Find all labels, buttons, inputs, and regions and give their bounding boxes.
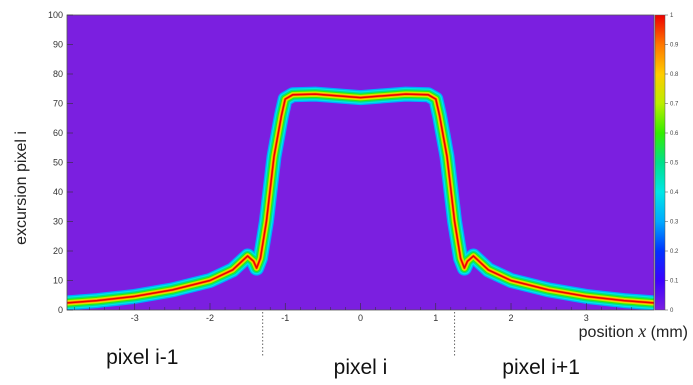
x-axis-label-variable: x [637,321,646,341]
pixel-region-labels: pixel i-1 pixel i pixel i+1 [106,346,580,379]
colorbar-tick-label: 0.6 [670,131,679,137]
colorbar-tick-label: 0.5 [670,161,679,167]
colorbar [654,14,666,311]
x-tick-label: 0 [358,313,363,323]
y-axis: 0 10 20 30 40 50 60 70 80 90 100 [48,10,73,315]
colorbar-tick-label: 0.9 [670,43,679,49]
pixel-region-label: pixel i-1 [106,346,178,369]
pixel-boundaries [262,312,456,357]
y-tick-label: 50 [53,158,63,168]
y-tick-label: 60 [53,128,63,138]
band-stroke-7 [67,93,654,304]
pixel-region-label: pixel i [334,356,388,379]
x-axis-label: position x (mm) [579,321,688,341]
y-tick-label: 40 [53,187,63,197]
x-tick-label: 1 [433,313,438,323]
y-tick-label: 10 [53,276,63,286]
colorbar-tick-label: 1 [670,13,674,19]
x-tick-label: 3 [584,313,589,323]
colorbar-tick-label: 0.1 [670,279,679,285]
colorbar-tick-label: 0.2 [670,249,679,255]
intensity-band [67,86,654,310]
y-tick-label: 20 [53,246,63,256]
colorbar-tick-label: 0.7 [670,102,679,108]
x-tick-label: 2 [509,313,514,323]
x-tick-label: -1 [281,313,289,323]
colorbar-tick-label: 0 [670,308,674,314]
colorbar-tick-label: 0.4 [670,190,679,196]
x-tick-label: -2 [206,313,214,323]
x-tick-label: -3 [131,313,139,323]
x-axis-label-prefix: position [579,324,639,341]
y-tick-label: 80 [53,69,63,79]
y-axis-label: excursion pixel i [13,131,30,245]
x-axis: -3 -2 -1 0 1 2 3 [74,303,632,323]
colorbar-tick-label: 0.3 [670,220,679,226]
plot-background [67,15,654,310]
x-axis-label-unit: (mm) [646,324,688,341]
colorbar-ticks: 0 0.1 0.2 0.3 0.4 0.5 0.6 0.7 0.8 0.9 1 [665,13,679,314]
pixel-region-label: pixel i+1 [502,356,580,379]
y-tick-label: 70 [53,99,63,109]
y-tick-label: 30 [53,217,63,227]
colorbar-tick-label: 0.8 [670,72,679,78]
y-tick-label: 100 [48,10,63,20]
y-tick-label: 0 [58,305,63,315]
y-tick-label: 90 [53,40,63,50]
